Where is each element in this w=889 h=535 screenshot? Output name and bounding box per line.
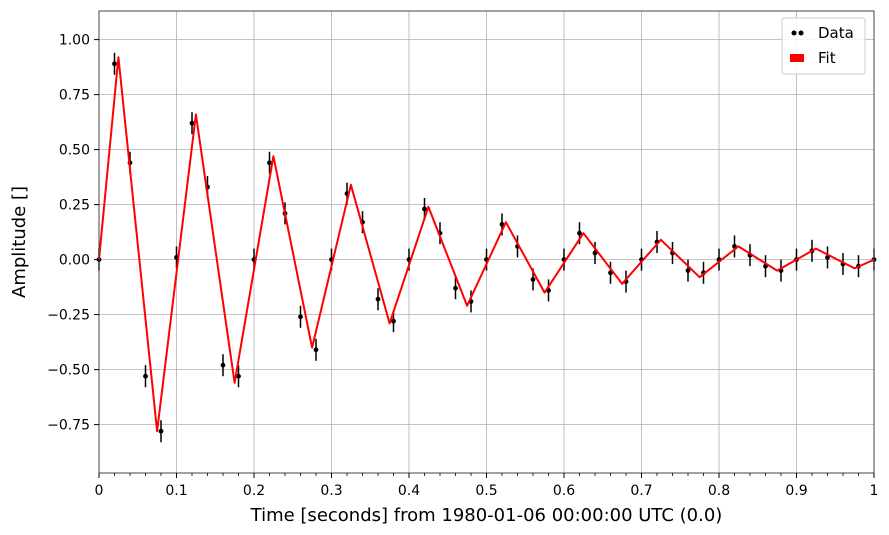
y-tick-label: 0.75 xyxy=(59,88,90,104)
x-tick-label: 0.1 xyxy=(165,483,187,499)
data-point xyxy=(189,120,195,126)
fit-series xyxy=(98,56,875,433)
x-tick-label: 0.9 xyxy=(785,483,807,499)
axis-ticks: 0 0.1 0.2 0.3 0.4 0.5 0.6 0.7 0.8 0.9 1 −0.75 −0.50 −… xyxy=(47,33,878,499)
x-tick-label: 0.8 xyxy=(708,483,730,499)
legend-fit-swatch xyxy=(790,54,804,62)
x-tick-label: 0 xyxy=(95,483,104,499)
fit-line xyxy=(98,56,875,433)
y-tick-label: 1.00 xyxy=(59,33,90,49)
legend: Data Fit xyxy=(781,17,866,75)
data-point xyxy=(220,362,226,368)
data-point xyxy=(422,206,427,212)
legend-label: Data xyxy=(818,24,854,42)
data-point xyxy=(267,160,272,166)
x-axis-label: Time [seconds] from 1980-01-06 00:00:00 … xyxy=(250,505,723,526)
y-tick-label: −0.50 xyxy=(47,363,90,379)
data-point xyxy=(577,230,582,236)
data-point xyxy=(685,268,691,273)
data-point xyxy=(313,347,319,353)
legend-data-marker xyxy=(798,30,804,36)
y-tick-label: −0.25 xyxy=(47,308,90,324)
legend-items: Data Fit xyxy=(790,24,854,67)
x-tick-label: 1 xyxy=(870,483,879,499)
x-tick-label: 0.4 xyxy=(398,483,420,499)
data-point xyxy=(592,250,598,256)
y-axis-label: Amplitude [] xyxy=(9,186,30,298)
y-tick-label: −0.75 xyxy=(47,418,90,434)
x-tick-label: 0.6 xyxy=(553,483,575,499)
data-point xyxy=(158,428,164,434)
data-point xyxy=(112,61,117,67)
y-tick-label: 0.50 xyxy=(59,143,90,159)
x-tick-label: 0.7 xyxy=(630,483,652,499)
data-point xyxy=(143,373,148,379)
x-tick-label: 0.3 xyxy=(320,483,342,499)
data-point xyxy=(499,222,505,227)
data-point xyxy=(453,285,458,291)
data-point xyxy=(391,318,396,324)
y-tick-label: 0.25 xyxy=(59,198,90,214)
legend-label: Fit xyxy=(818,49,836,67)
x-tick-label: 0.2 xyxy=(243,483,265,499)
data-point xyxy=(375,296,381,302)
legend-data-marker xyxy=(791,30,797,36)
y-tick-label: 0.00 xyxy=(59,253,90,269)
data-point xyxy=(530,277,536,282)
data-point xyxy=(298,314,303,320)
x-tick-label: 0.5 xyxy=(475,483,497,499)
data-point xyxy=(236,373,241,379)
